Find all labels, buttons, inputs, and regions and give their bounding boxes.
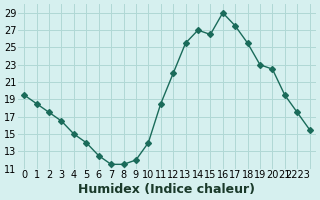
X-axis label: Humidex (Indice chaleur): Humidex (Indice chaleur) xyxy=(78,183,255,196)
